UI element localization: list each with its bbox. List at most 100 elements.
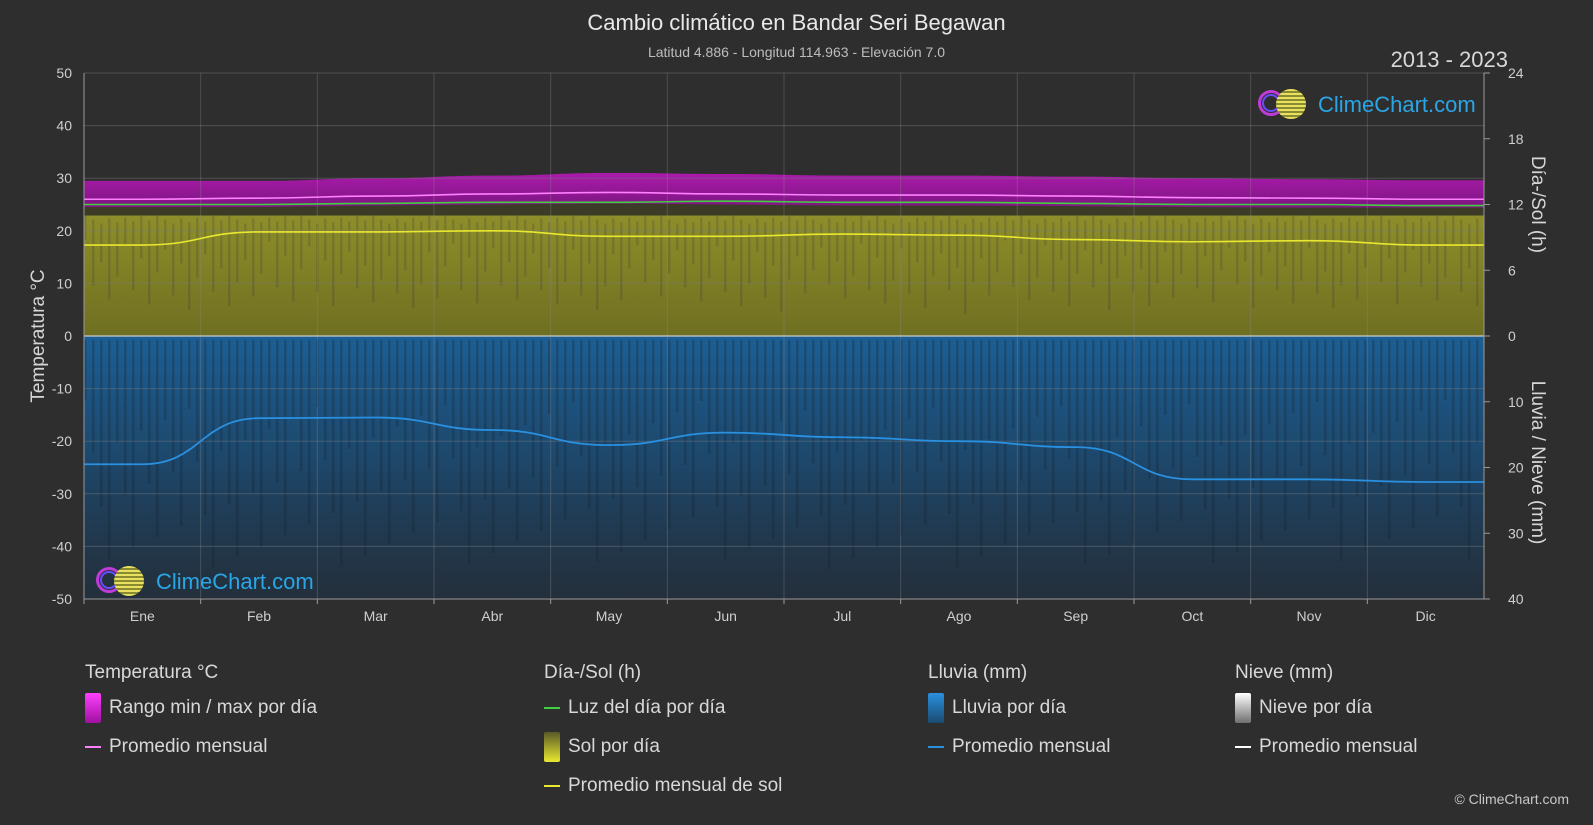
sun-day-bar <box>628 217 631 269</box>
temp-range-band <box>84 172 1484 208</box>
rain-day-bar <box>1412 340 1415 528</box>
rain-day-bar <box>236 340 239 557</box>
legend-snow: Nieve (mm) Nieve por día Promedio mensua… <box>1235 662 1417 766</box>
sun-day-bar <box>532 223 535 254</box>
sun-day-bar <box>244 223 247 260</box>
left-tick-label: 30 <box>56 170 72 186</box>
sun-day-bar <box>1052 222 1055 292</box>
left-tick-label: -20 <box>52 433 72 449</box>
rain-day-bar <box>1332 340 1335 508</box>
rain-day-bar <box>1052 340 1055 523</box>
sun-day-bar <box>188 222 191 310</box>
legend-item: Nieve por día <box>1235 688 1417 727</box>
rain-day-bar <box>724 340 727 560</box>
legend-label: Luz del día por día <box>568 696 726 718</box>
sun-day-bar <box>1020 215 1023 255</box>
rain-day-bar <box>1196 340 1199 457</box>
sun-day-bar <box>108 218 111 300</box>
sun-day-bar <box>436 220 439 299</box>
legend-label: Nieve por día <box>1259 696 1373 718</box>
sun-day-bar <box>1452 215 1455 246</box>
rain-day-bar <box>164 340 167 420</box>
sun-day-bar <box>1460 219 1463 292</box>
month-label: Mar <box>364 608 388 624</box>
logo-bottom[interactable]: ClimeChart.com <box>94 565 314 599</box>
rain-day-bar <box>380 340 383 491</box>
sun-day-bar <box>972 218 975 282</box>
sun-day-bar <box>644 216 647 283</box>
sun-day-bar <box>252 218 255 297</box>
rain-day-bar <box>652 340 655 423</box>
right-top-axis-title: Día-/Sol (h) <box>1527 156 1548 253</box>
sun-day-bar <box>1348 217 1351 254</box>
snow-swatch <box>1235 692 1251 723</box>
month-label: Sep <box>1063 608 1088 624</box>
rain-day-bar <box>156 340 159 537</box>
logo-top[interactable]: ClimeChart.com <box>1256 88 1476 122</box>
sun-avg-line <box>84 229 1484 246</box>
line-swatch <box>544 706 560 709</box>
sun-day-bar <box>196 217 199 278</box>
rain-day-bar <box>372 340 375 438</box>
sun-day-bar <box>700 217 703 302</box>
rain-day-bar <box>812 340 815 463</box>
period-label: 2013 - 2023 <box>1390 47 1508 72</box>
sun-day-bar <box>1244 219 1247 262</box>
sun-day-bar <box>212 216 215 292</box>
rain-day-bar <box>580 340 583 456</box>
logo-text: ClimeChart.com <box>156 569 314 594</box>
sun-day-bar <box>484 217 487 272</box>
sun-day-bar <box>996 221 999 273</box>
legend-title: Temperatura °C <box>85 662 219 683</box>
logo-icon <box>94 565 150 599</box>
sun-day-bar <box>1220 216 1223 271</box>
sun-day-bar <box>380 219 383 280</box>
sun-day-bar <box>1428 221 1431 264</box>
sun-day-bar <box>868 220 871 290</box>
sun-day-bar <box>476 222 479 304</box>
sun-day-bar <box>964 223 967 314</box>
sun-day-bar <box>284 216 287 256</box>
sun-day-bar <box>228 215 231 306</box>
rain-day-bar <box>356 340 359 502</box>
sun-day-bar <box>652 220 655 260</box>
sun-day-bar <box>372 215 375 303</box>
sun-day-bar <box>124 217 127 245</box>
sun-day-bar <box>500 216 503 286</box>
rain-day-bar <box>124 340 127 495</box>
rain-day-bar <box>900 340 903 536</box>
rain-day-bar <box>1340 340 1343 561</box>
rain-day-bar <box>260 340 263 546</box>
left-tick-label: -50 <box>52 591 72 607</box>
daylight-line <box>84 200 1484 207</box>
right-tick-label: 40 <box>1508 591 1524 607</box>
line-swatch <box>544 784 560 787</box>
rain-day-bar <box>1372 340 1375 433</box>
legend-label: Promedio mensual de sol <box>568 774 783 796</box>
rain-day-bar <box>1076 340 1079 512</box>
rain-day-bar <box>268 340 271 429</box>
sun-day-bar <box>1092 215 1095 288</box>
sun-day-bar <box>300 215 303 270</box>
legend-label: Sol por día <box>568 735 660 757</box>
rain-day-bar <box>1220 340 1223 446</box>
rain-day-bar <box>564 340 567 520</box>
sunshine-area <box>84 215 1484 336</box>
legend-item: Luz del día por día <box>544 688 782 727</box>
sun-day-bar <box>788 216 791 280</box>
sun-day-bar <box>1148 216 1151 307</box>
rain-day-bar <box>924 340 927 525</box>
rain-avg-line <box>83 416 1484 483</box>
legend-item: Promedio mensual de sol <box>544 766 782 805</box>
legend-title: Lluvia (mm) <box>928 662 1028 683</box>
sun-day-bar <box>1444 220 1447 278</box>
sun-day-bar <box>460 223 463 290</box>
rain-day-bar <box>980 340 983 556</box>
rain-day-bar <box>964 340 967 450</box>
sun-day-bar <box>1188 218 1191 243</box>
sun-day-bar <box>1252 223 1255 308</box>
sun-day-bar <box>1012 220 1015 287</box>
sun-day-bar <box>1396 223 1399 305</box>
sun-day-bar <box>844 217 847 299</box>
sun-day-bar <box>1268 222 1271 253</box>
